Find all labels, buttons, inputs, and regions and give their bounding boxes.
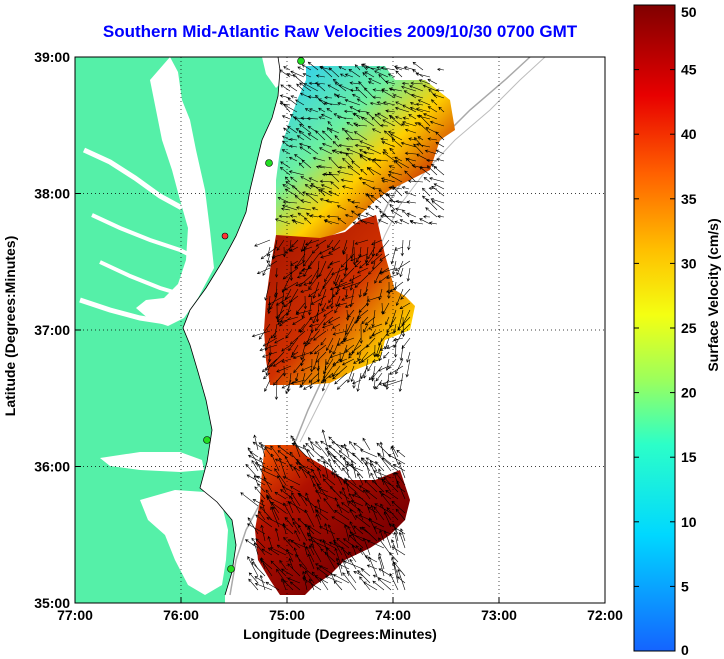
radar-station-marker[interactable] <box>265 159 273 167</box>
radar-station-marker[interactable] <box>227 565 235 573</box>
pamlico-sound <box>140 490 228 595</box>
colorbar-tick-label: 10 <box>681 514 697 530</box>
y-tick-label: 35:00 <box>34 595 70 611</box>
radar-station-marker[interactable] <box>297 57 305 65</box>
colorbar-label: Surface Velocity (cm/s) <box>705 218 721 372</box>
velocity-field-south <box>255 445 410 595</box>
map-title: Southern Mid-Atlantic Raw Velocities 200… <box>102 22 578 41</box>
y-tick-label: 38:00 <box>34 186 70 202</box>
rappahannock-river <box>91 213 197 260</box>
x-axis-label: Longitude (Degrees:Minutes) <box>243 626 437 642</box>
x-tick-label: 77:00 <box>57 607 93 623</box>
x-tick-label: 76:00 <box>163 607 199 623</box>
colorbar-tick-label: 30 <box>681 255 697 271</box>
axis-ticks <box>74 56 606 604</box>
colorbar-tick-label: 25 <box>681 320 697 336</box>
colorbar-tick-label: 50 <box>681 4 697 20</box>
y-tick-label: 39:00 <box>34 49 70 65</box>
potomac-river <box>82 147 184 211</box>
y-axis-label: Latitude (Degrees:Minutes) <box>2 235 18 417</box>
velocity-arrows <box>240 61 445 591</box>
colorbar-tick-label: 0 <box>681 642 689 658</box>
colorbar-tick-label: 40 <box>681 126 697 142</box>
colorbar-labels: 0 5 10 15 20 25 30 35 40 45 50 <box>681 4 697 658</box>
y-tick-label: 36:00 <box>34 459 70 475</box>
james-river <box>79 297 167 325</box>
colorbar-tick-label: 5 <box>681 578 689 594</box>
x-tick-label: 75:00 <box>269 607 305 623</box>
colorbar-tick-label: 20 <box>681 385 697 401</box>
map-grid <box>75 57 605 603</box>
radar-station-marker[interactable] <box>221 232 229 240</box>
radar-station-marker[interactable] <box>203 436 211 444</box>
y-tick-label: 37:00 <box>34 322 70 338</box>
york-river <box>99 260 181 296</box>
colorbar-tick-label: 15 <box>681 449 697 465</box>
colorbar <box>633 4 676 652</box>
x-tick-label: 72:00 <box>587 607 623 623</box>
coastline <box>182 56 281 596</box>
colorbar-tick-label: 35 <box>681 191 697 207</box>
colorbar-tick-label: 45 <box>681 62 697 78</box>
x-tick-label: 74:00 <box>375 607 411 623</box>
albemarle-sound <box>100 452 204 472</box>
x-tick-label: 73:00 <box>481 607 517 623</box>
velocity-vectors <box>240 61 445 591</box>
velocity-field-central <box>264 215 415 385</box>
delaware-bay <box>262 57 286 88</box>
colorbar-ticks <box>634 4 675 652</box>
